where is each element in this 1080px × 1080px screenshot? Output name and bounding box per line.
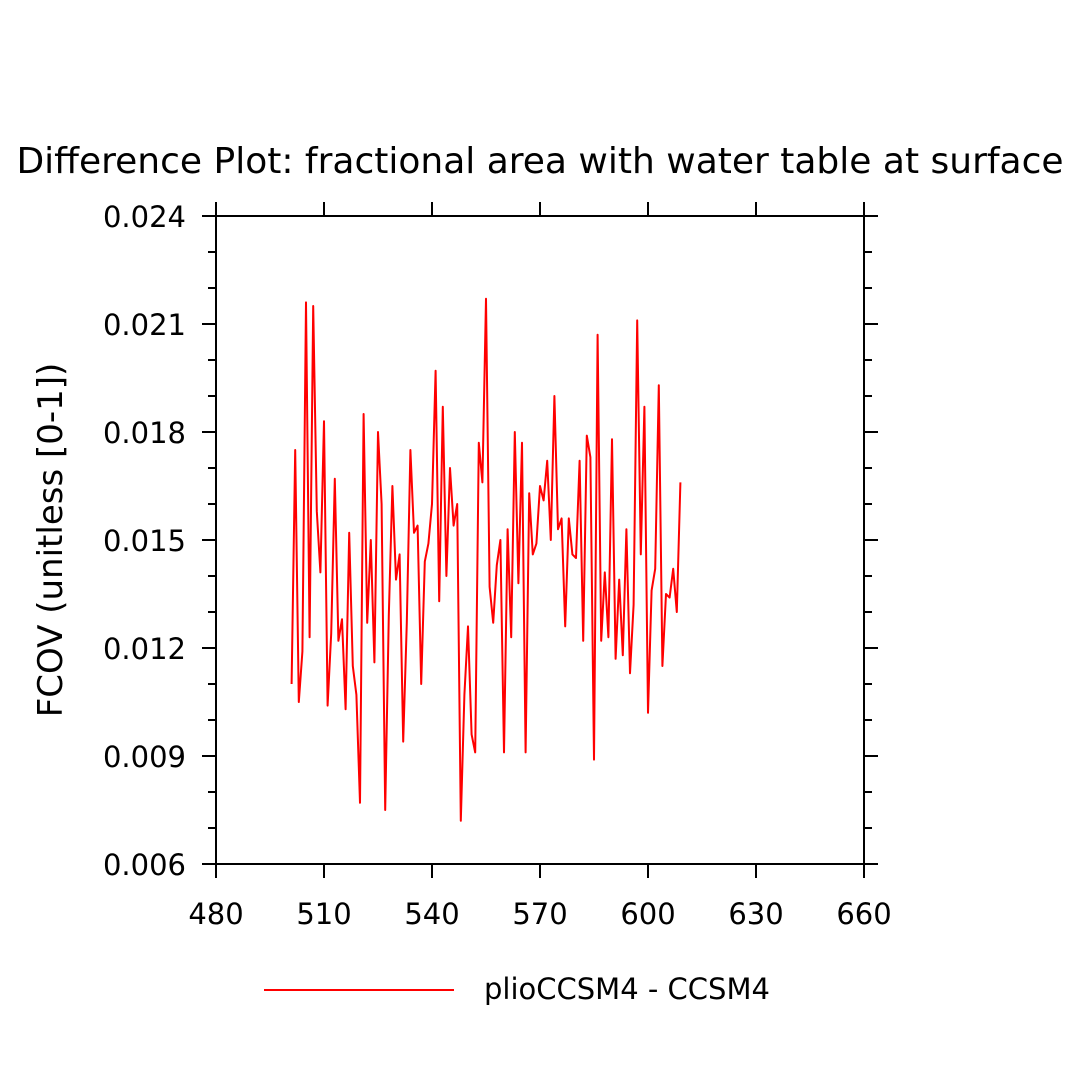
legend-label: plioCCSM4 - CCSM4 <box>484 972 770 1006</box>
x-tick-label: 600 <box>620 897 675 931</box>
x-tick-label: 660 <box>836 897 891 931</box>
x-tick-label: 630 <box>728 897 783 931</box>
y-axis-title: FCOV (unitless [0-1]) <box>31 363 71 718</box>
x-tick-label: 510 <box>296 897 351 931</box>
y-tick-label: 0.015 <box>103 524 186 558</box>
x-tick-label: 480 <box>188 897 243 931</box>
axis-tick-labels: 480 510 540 570 600 630 660 0.006 0.009 0.012 0.01… <box>103 200 892 931</box>
y-tick-label: 0.009 <box>103 740 186 774</box>
chart-title: Difference Plot: fractional area with wa… <box>16 141 1063 182</box>
x-tick-label: 570 <box>512 897 567 931</box>
series-line <box>290 297 682 822</box>
y-tick-label: 0.021 <box>103 308 186 342</box>
legend: plioCCSM4 - CCSM4 <box>264 972 770 1006</box>
series-layer <box>290 297 682 822</box>
axis-ticks <box>202 202 878 878</box>
x-tick-label: 540 <box>404 897 459 931</box>
y-tick-label: 0.012 <box>103 632 186 666</box>
y-tick-label: 0.024 <box>103 200 186 234</box>
y-tick-label: 0.006 <box>103 848 186 882</box>
y-tick-label: 0.018 <box>103 416 186 450</box>
